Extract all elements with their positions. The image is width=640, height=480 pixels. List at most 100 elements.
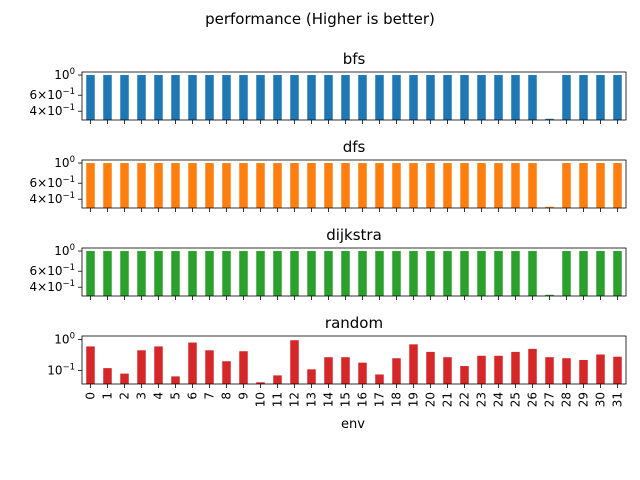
x-tick-label: 20 — [424, 392, 438, 407]
bar — [171, 251, 180, 296]
bar — [324, 163, 333, 208]
x-tick-label: 22 — [458, 392, 472, 407]
bar — [222, 163, 231, 208]
bar — [324, 251, 333, 296]
bar — [290, 251, 299, 296]
bar — [222, 251, 231, 296]
x-tick-label: 28 — [560, 392, 574, 407]
bar — [409, 344, 418, 384]
bar — [596, 75, 605, 120]
bar — [188, 75, 197, 120]
bar — [290, 75, 299, 120]
bar — [137, 163, 146, 208]
bar — [154, 75, 163, 120]
bar — [443, 251, 452, 296]
bar — [154, 163, 163, 208]
bar — [239, 351, 248, 384]
bar — [477, 251, 486, 296]
x-tick-label: 24 — [492, 392, 506, 407]
bar — [426, 351, 435, 384]
x-tick-label: 16 — [356, 392, 370, 407]
subplot-title: random — [325, 314, 383, 332]
bar — [409, 75, 418, 120]
bar — [188, 163, 197, 208]
bar — [256, 382, 265, 384]
x-tick-label: 13 — [305, 392, 319, 407]
bar — [341, 163, 350, 208]
bar — [426, 163, 435, 208]
bar — [545, 294, 554, 296]
x-tick-label: 31 — [611, 392, 625, 407]
y-tick-label: 4×10−1 — [30, 279, 76, 294]
bar — [137, 75, 146, 120]
bar — [545, 118, 554, 120]
bar — [494, 251, 503, 296]
bar — [205, 163, 214, 208]
x-tick-label: 4 — [152, 392, 166, 400]
bar — [477, 355, 486, 384]
bar — [409, 163, 418, 208]
x-tick-label: 23 — [475, 392, 489, 407]
y-tick-label: 10−1 — [47, 363, 75, 378]
x-tick-label: 8 — [220, 392, 234, 400]
bar — [409, 251, 418, 296]
bar — [358, 362, 367, 384]
bar — [443, 357, 452, 384]
bar — [103, 251, 112, 296]
bar — [443, 75, 452, 120]
bar — [579, 359, 588, 384]
bar — [392, 358, 401, 384]
bar — [545, 206, 554, 208]
y-tick-label: 6×10−1 — [30, 175, 76, 190]
bar — [290, 340, 299, 384]
bar — [494, 355, 503, 384]
bar — [256, 163, 265, 208]
axes-frame — [81, 71, 627, 121]
subplot-title: bfs — [343, 50, 366, 68]
figure-title: performance (Higher is better) — [205, 10, 435, 28]
subplot-title: dijkstra — [326, 226, 382, 244]
bar — [137, 350, 146, 384]
bar — [341, 357, 350, 384]
bar — [188, 251, 197, 296]
x-tick-label: 30 — [594, 392, 608, 407]
bar — [375, 75, 384, 120]
bar — [511, 351, 520, 384]
bar — [86, 75, 95, 120]
bar — [460, 75, 469, 120]
bar — [222, 361, 231, 384]
bar — [511, 251, 520, 296]
subplot-title: dfs — [343, 138, 366, 156]
x-tick-label: 0 — [84, 392, 98, 400]
y-tick-label: 100 — [54, 67, 75, 82]
x-tick-label: 19 — [407, 392, 421, 407]
bar — [562, 75, 571, 120]
y-tick-label: 100 — [54, 243, 75, 258]
bar — [443, 163, 452, 208]
bar — [171, 163, 180, 208]
bar — [290, 163, 299, 208]
bar — [358, 75, 367, 120]
x-tick-label: 27 — [543, 392, 557, 407]
bar — [341, 251, 350, 296]
x-tick-label: 29 — [577, 392, 591, 407]
bar — [171, 376, 180, 384]
bar — [307, 251, 316, 296]
bar — [562, 358, 571, 384]
subplot-bfs: bfs 100 6×10−14×10−1 — [30, 50, 627, 124]
bar — [494, 75, 503, 120]
bar — [239, 251, 248, 296]
bar — [205, 75, 214, 120]
x-tick-label: 1 — [101, 392, 115, 400]
bar — [307, 163, 316, 208]
bar — [358, 163, 367, 208]
bar — [171, 75, 180, 120]
bar — [273, 163, 282, 208]
bar — [256, 75, 265, 120]
x-tick-label: 2 — [118, 392, 132, 400]
bar — [392, 75, 401, 120]
bar — [375, 251, 384, 296]
x-tick-label: 3 — [135, 392, 149, 400]
bar — [562, 163, 571, 208]
